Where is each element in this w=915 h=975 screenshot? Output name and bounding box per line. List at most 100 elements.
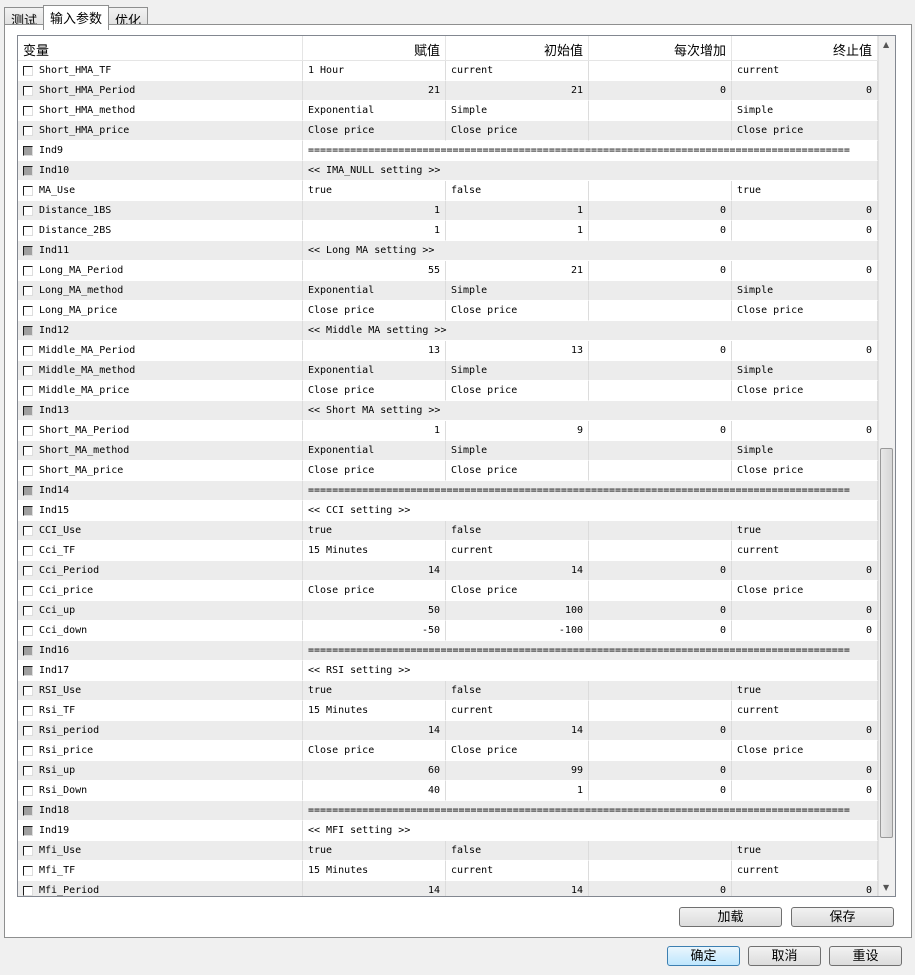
- table-row[interactable]: Short_HMA_TF 1 Hour current current: [18, 61, 895, 81]
- step-cell[interactable]: [589, 101, 732, 121]
- start-cell[interactable]: Simple: [446, 441, 589, 461]
- value-cell[interactable]: 15 Minutes: [303, 701, 446, 721]
- start-cell[interactable]: Close price: [446, 381, 589, 401]
- start-cell[interactable]: Close price: [446, 461, 589, 481]
- optimize-checkbox[interactable]: [23, 485, 33, 496]
- load-button[interactable]: 加载: [679, 907, 782, 927]
- table-row[interactable]: Ind11 << Long MA setting >>: [18, 241, 895, 261]
- value-cell[interactable]: Close price: [303, 461, 446, 481]
- optimize-checkbox[interactable]: [23, 825, 33, 836]
- optimize-checkbox[interactable]: [23, 445, 33, 456]
- start-cell[interactable]: 21: [446, 81, 589, 101]
- column-variable[interactable]: 变量: [18, 36, 303, 60]
- separator-value[interactable]: ========================================…: [303, 641, 878, 661]
- start-cell[interactable]: current: [446, 541, 589, 561]
- stop-cell[interactable]: 0: [732, 201, 878, 221]
- table-row[interactable]: Ind9 ====================================…: [18, 141, 895, 161]
- optimize-checkbox[interactable]: [23, 465, 33, 476]
- value-cell[interactable]: Close price: [303, 581, 446, 601]
- table-row[interactable]: Long_MA_Period 55 21 0 0: [18, 261, 895, 281]
- value-cell[interactable]: 13: [303, 341, 446, 361]
- start-cell[interactable]: 14: [446, 721, 589, 741]
- separator-value[interactable]: ========================================…: [303, 801, 878, 821]
- optimize-checkbox[interactable]: [23, 765, 33, 776]
- optimize-checkbox[interactable]: [23, 165, 33, 176]
- table-row[interactable]: CCI_Use true false true: [18, 521, 895, 541]
- value-cell[interactable]: 50: [303, 601, 446, 621]
- start-cell[interactable]: Simple: [446, 101, 589, 121]
- cancel-button[interactable]: 取消: [748, 946, 821, 966]
- stop-cell[interactable]: Simple: [732, 101, 878, 121]
- stop-cell[interactable]: 0: [732, 341, 878, 361]
- value-cell[interactable]: Exponential: [303, 441, 446, 461]
- table-row[interactable]: Rsi_period 14 14 0 0: [18, 721, 895, 741]
- optimize-checkbox[interactable]: [23, 225, 33, 236]
- start-cell[interactable]: 100: [446, 601, 589, 621]
- start-cell[interactable]: Close price: [446, 741, 589, 761]
- value-cell[interactable]: Close price: [303, 381, 446, 401]
- value-cell[interactable]: true: [303, 841, 446, 861]
- optimize-checkbox[interactable]: [23, 325, 33, 336]
- stop-cell[interactable]: Close price: [732, 121, 878, 141]
- optimize-checkbox[interactable]: [23, 625, 33, 636]
- stop-cell[interactable]: 0: [732, 261, 878, 281]
- optimize-checkbox[interactable]: [23, 525, 33, 536]
- optimize-checkbox[interactable]: [23, 65, 33, 76]
- step-cell[interactable]: 0: [589, 561, 732, 581]
- optimize-checkbox[interactable]: [23, 345, 33, 356]
- step-cell[interactable]: [589, 301, 732, 321]
- table-row[interactable]: Ind18 ===================================…: [18, 801, 895, 821]
- tab-inputs[interactable]: 输入参数: [43, 5, 110, 30]
- separator-value[interactable]: ========================================…: [303, 141, 878, 161]
- start-cell[interactable]: false: [446, 841, 589, 861]
- table-row[interactable]: MA_Use true false true: [18, 181, 895, 201]
- optimize-checkbox[interactable]: [23, 805, 33, 816]
- table-row[interactable]: Cci_down -50 -100 0 0: [18, 621, 895, 641]
- start-cell[interactable]: Close price: [446, 121, 589, 141]
- step-cell[interactable]: 0: [589, 221, 732, 241]
- optimize-checkbox[interactable]: [23, 505, 33, 516]
- value-cell[interactable]: 1 Hour: [303, 61, 446, 81]
- value-cell[interactable]: Close price: [303, 121, 446, 141]
- value-cell[interactable]: 60: [303, 761, 446, 781]
- step-cell[interactable]: [589, 581, 732, 601]
- table-row[interactable]: Rsi_up 60 99 0 0: [18, 761, 895, 781]
- optimize-checkbox[interactable]: [23, 725, 33, 736]
- step-cell[interactable]: [589, 701, 732, 721]
- step-cell[interactable]: [589, 521, 732, 541]
- table-row[interactable]: Short_HMA_price Close price Close price Clo…: [18, 121, 895, 141]
- optimize-checkbox[interactable]: [23, 85, 33, 96]
- start-cell[interactable]: Simple: [446, 361, 589, 381]
- stop-cell[interactable]: current: [732, 61, 878, 81]
- value-cell[interactable]: 14: [303, 561, 446, 581]
- table-row[interactable]: Distance_1BS 1 1 0 0: [18, 201, 895, 221]
- value-cell[interactable]: 55: [303, 261, 446, 281]
- value-cell[interactable]: Exponential: [303, 361, 446, 381]
- optimize-checkbox[interactable]: [23, 605, 33, 616]
- stop-cell[interactable]: current: [732, 861, 878, 881]
- start-cell[interactable]: 13: [446, 341, 589, 361]
- step-cell[interactable]: [589, 361, 732, 381]
- column-value[interactable]: 赋值: [303, 36, 446, 60]
- step-cell[interactable]: [589, 861, 732, 881]
- start-cell[interactable]: 1: [446, 221, 589, 241]
- step-cell[interactable]: 0: [589, 261, 732, 281]
- scroll-down-icon[interactable]: ▼: [883, 883, 890, 892]
- table-row[interactable]: Ind15 << CCI setting >>: [18, 501, 895, 521]
- optimize-checkbox[interactable]: [23, 305, 33, 316]
- start-cell[interactable]: 99: [446, 761, 589, 781]
- step-cell[interactable]: [589, 541, 732, 561]
- optimize-checkbox[interactable]: [23, 685, 33, 696]
- optimize-checkbox[interactable]: [23, 205, 33, 216]
- value-cell[interactable]: -50: [303, 621, 446, 641]
- start-cell[interactable]: false: [446, 521, 589, 541]
- table-row[interactable]: Cci_price Close price Close price Close pri…: [18, 581, 895, 601]
- start-cell[interactable]: Close price: [446, 301, 589, 321]
- stop-cell[interactable]: Simple: [732, 281, 878, 301]
- separator-value[interactable]: << Middle MA setting >>: [303, 321, 878, 341]
- save-button[interactable]: 保存: [791, 907, 894, 927]
- table-row[interactable]: Ind14 ===================================…: [18, 481, 895, 501]
- optimize-checkbox[interactable]: [23, 545, 33, 556]
- stop-cell[interactable]: true: [732, 181, 878, 201]
- value-cell[interactable]: 14: [303, 721, 446, 741]
